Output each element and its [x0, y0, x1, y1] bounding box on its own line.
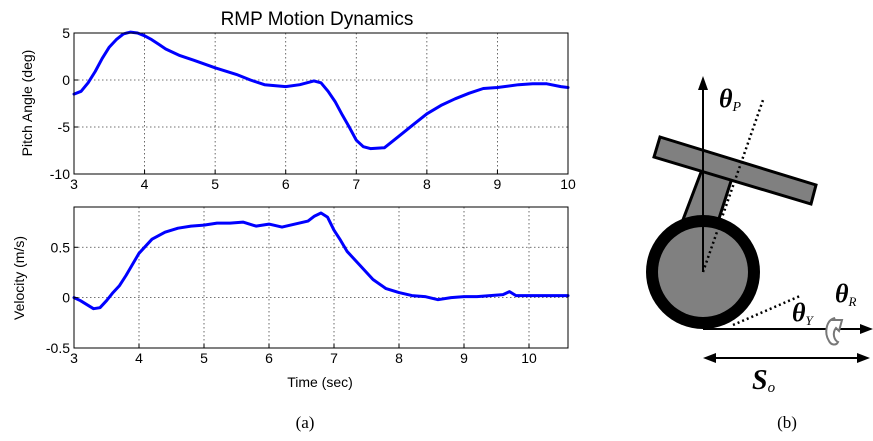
- velocity-grid: [74, 207, 568, 348]
- velocity-y-tick-label: -0.5: [46, 340, 70, 356]
- pitch-x-tick-label: 5: [211, 176, 219, 192]
- chart-title: RMP Motion Dynamics: [221, 9, 414, 30]
- displacement-arrow-left-head: [703, 353, 716, 363]
- velocity-x-tick-label: 5: [200, 350, 208, 366]
- velocity-x-axis-label: Time (sec): [287, 374, 353, 390]
- pitch-y-tick-label: 5: [62, 25, 70, 41]
- velocity-y-tick-label: 0: [62, 290, 70, 306]
- velocity-series-line: [72, 211, 570, 311]
- pitch-angle-chart: RMP Motion Dynamics 3 4 5 6 7 8 9 10 5 0 -5 -10 Pit…: [19, 9, 576, 192]
- velocity-x-tick-label: 8: [395, 350, 403, 366]
- velocity-plot-frame: [73, 206, 569, 349]
- velocity-x-tick-label: 10: [521, 350, 537, 366]
- pitch-dotted-line: [701, 99, 765, 273]
- ground-axis-arrowhead: [860, 324, 873, 334]
- velocity-x-tick-label: 9: [460, 350, 468, 366]
- velocity-tick-labels: 3 4 5 6 7 8 9 10 0.5 0 -0.5: [46, 239, 537, 366]
- pitch-x-tick-label: 6: [282, 176, 290, 192]
- pitch-y-axis-label: Pitch Angle (deg): [19, 50, 35, 157]
- pitch-y-tick-label: -10: [50, 166, 70, 182]
- pitch-grid: [74, 33, 568, 174]
- caption-b: (b): [777, 413, 797, 432]
- pitch-y-tick-label: -5: [58, 119, 71, 135]
- velocity-x-tick-label: 6: [265, 350, 273, 366]
- pitch-x-tick-label: 9: [494, 176, 502, 192]
- velocity-x-tick-label: 7: [330, 350, 338, 366]
- velocity-y-tick-label: 0.5: [51, 239, 71, 255]
- pitch-tick-labels: 3 4 5 6 7 8 9 10 5 0 -5 -10: [50, 25, 576, 192]
- pitch-angle-series-line: [72, 30, 570, 151]
- velocity-x-tick-label: 4: [135, 350, 143, 366]
- pitch-plot-frame: [73, 32, 569, 175]
- theta-r-label: θR: [835, 279, 857, 309]
- pitch-y-tick-label: 0: [62, 72, 70, 88]
- pitch-x-tick-label: 3: [70, 176, 78, 192]
- caption-a: (a): [296, 413, 315, 432]
- roll-arrow-icon: [825, 317, 844, 346]
- rmp-diagram: θP θY θR So: [646, 76, 873, 396]
- pitch-x-tick-label: 8: [423, 176, 431, 192]
- pitch-x-tick-label: 10: [560, 176, 576, 192]
- pitch-x-tick-label: 7: [352, 176, 360, 192]
- s-o-label: So: [752, 365, 776, 396]
- velocity-chart: 3 4 5 6 7 8 9 10 0.5 0 -0.5 Velocity (m/s) Time (s…: [11, 206, 570, 390]
- velocity-x-tick-label: 3: [70, 350, 78, 366]
- yaw-dotted-line: [732, 294, 801, 327]
- theta-p-label: θP: [719, 84, 742, 115]
- platform-plate: [652, 135, 818, 206]
- displacement-arrow-right-head: [857, 353, 870, 363]
- velocity-y-axis-label: Velocity (m/s): [11, 236, 27, 320]
- vertical-axis-arrowhead: [698, 76, 708, 90]
- pitch-x-tick-label: 4: [141, 176, 149, 192]
- theta-y-label: θY: [792, 298, 815, 328]
